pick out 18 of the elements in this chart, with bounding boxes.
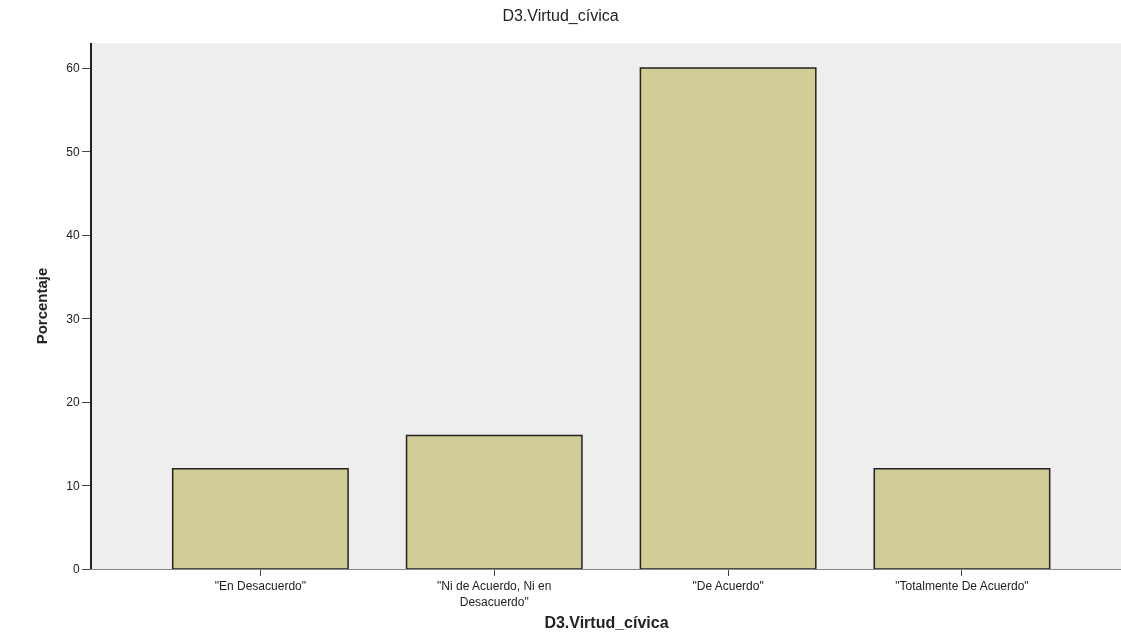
y-tick-label: 0 [72, 562, 80, 577]
bar [405, 434, 583, 569]
y-tick-label: 50 [66, 144, 80, 159]
y-tick-label: 40 [66, 228, 80, 243]
bar [171, 468, 349, 569]
y-tick-label: 60 [66, 61, 80, 76]
y-tick-label: 30 [66, 311, 80, 326]
y-tick-label: 20 [66, 395, 80, 410]
x-tick-label: "Ni de Acuerdo, Ni en Desacuerdo" [437, 579, 552, 609]
x-axis-title: D3.Virtud_cívica [544, 613, 669, 631]
y-axis-title: Porcentaje [32, 267, 50, 345]
x-tick-label: "De Acuerdo" [692, 579, 764, 594]
y-tick-label: 10 [66, 478, 80, 493]
x-tick-label: "Totalmente De Acuerdo" [895, 579, 1029, 594]
bar [873, 468, 1051, 569]
chart-title: D3.Virtud_cívica [502, 6, 619, 25]
x-tick-label: "En Desacuerdo" [214, 579, 307, 594]
bar [639, 67, 817, 569]
